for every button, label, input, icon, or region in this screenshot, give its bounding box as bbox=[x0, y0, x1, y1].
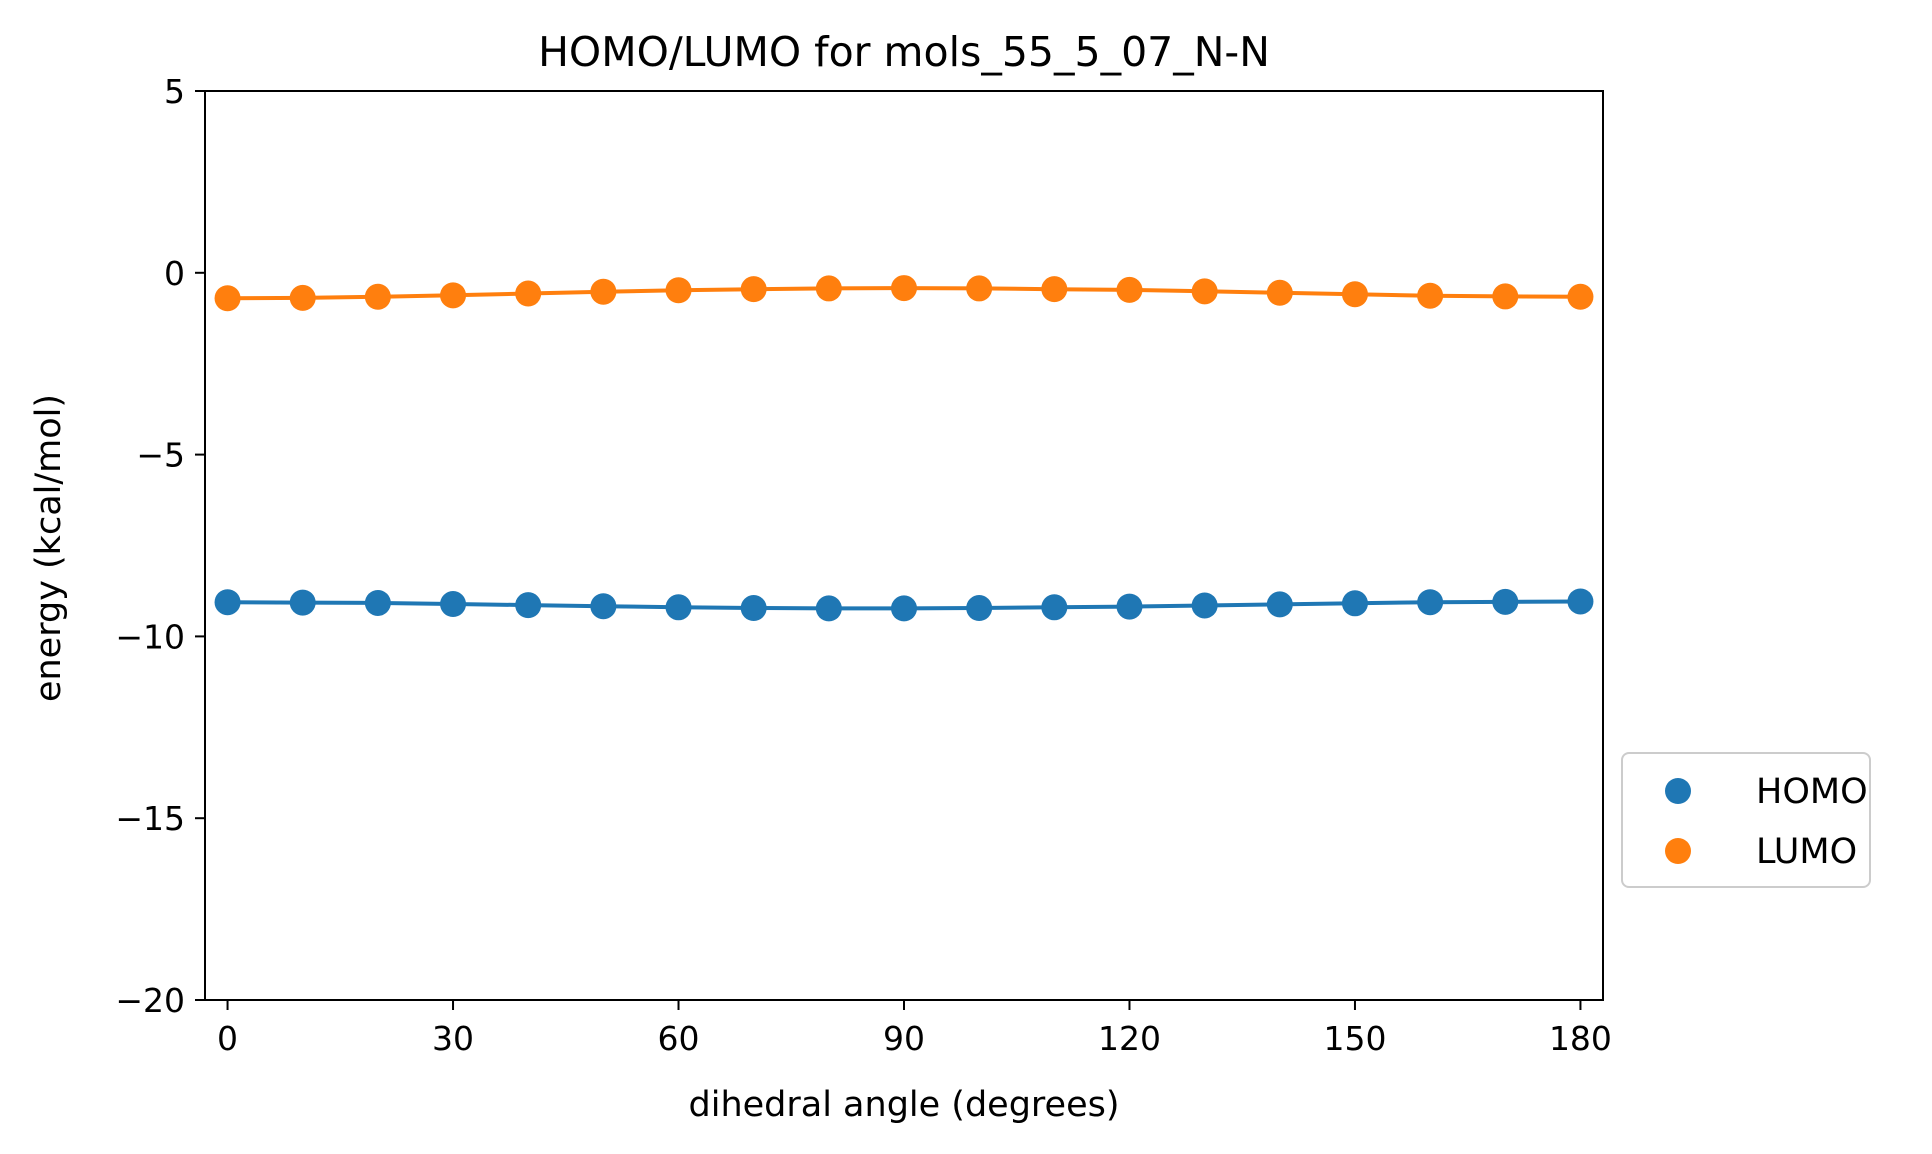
data-point-homo bbox=[665, 594, 692, 621]
data-point-homo bbox=[1492, 588, 1519, 615]
data-point-lumo bbox=[665, 277, 692, 304]
y-axis-ticks: 5 0 −5 −10 −15 −20 bbox=[115, 72, 205, 1020]
y-tick-label: 0 bbox=[164, 254, 185, 293]
data-point-lumo bbox=[515, 280, 542, 307]
x-axis-ticks: 0 30 60 90 120 150 180 bbox=[217, 1000, 1612, 1058]
y-axis-label: energy (kcal/mol) bbox=[29, 394, 69, 702]
data-point-lumo bbox=[815, 275, 842, 302]
data-point-homo bbox=[740, 595, 767, 622]
x-tick-label: 30 bbox=[432, 1019, 474, 1058]
data-point-lumo bbox=[1567, 283, 1594, 310]
data-point-homo bbox=[1417, 589, 1444, 616]
x-tick-label: 180 bbox=[1549, 1019, 1612, 1058]
data-point-homo bbox=[289, 589, 316, 616]
data-point-lumo bbox=[289, 284, 316, 311]
data-point-homo bbox=[966, 595, 993, 622]
data-point-lumo bbox=[1041, 276, 1068, 303]
x-tick-label: 60 bbox=[658, 1019, 700, 1058]
data-point-lumo bbox=[440, 282, 467, 309]
data-point-lumo bbox=[1492, 283, 1519, 310]
data-point-homo bbox=[214, 589, 241, 616]
data-point-homo bbox=[1041, 594, 1068, 621]
legend-marker-homo bbox=[1665, 778, 1691, 804]
data-point-homo bbox=[590, 593, 617, 620]
legend-label-lumo: LUMO bbox=[1756, 832, 1857, 872]
series-lumo bbox=[214, 275, 1594, 312]
legend-label-homo: HOMO bbox=[1756, 772, 1868, 812]
x-axis-label: dihedral angle (degrees) bbox=[689, 1085, 1120, 1125]
data-point-lumo bbox=[364, 283, 391, 310]
data-point-homo bbox=[440, 591, 467, 618]
data-point-homo bbox=[815, 595, 842, 622]
y-tick-label: 5 bbox=[164, 72, 185, 111]
x-tick-label: 120 bbox=[1098, 1019, 1161, 1058]
chart-title: HOMO/LUMO for mols_55_5_07_N-N bbox=[538, 28, 1270, 76]
y-tick-label: −5 bbox=[136, 436, 185, 475]
data-point-lumo bbox=[1417, 282, 1444, 309]
data-point-homo bbox=[364, 589, 391, 616]
data-point-lumo bbox=[590, 278, 617, 305]
data-point-lumo bbox=[1191, 278, 1218, 305]
data-point-homo bbox=[891, 595, 917, 622]
data-point-lumo bbox=[1266, 279, 1293, 306]
data-point-homo bbox=[1341, 590, 1368, 617]
y-tick-label: −10 bbox=[115, 617, 185, 656]
data-point-homo bbox=[515, 592, 542, 619]
data-point-homo bbox=[1191, 592, 1218, 619]
y-tick-label: −15 bbox=[115, 799, 185, 838]
series-homo bbox=[214, 588, 1594, 622]
data-point-homo bbox=[1116, 593, 1143, 620]
data-point-lumo bbox=[214, 285, 241, 312]
data-point-lumo bbox=[891, 275, 917, 302]
x-tick-label: 150 bbox=[1323, 1019, 1386, 1058]
y-tick-label: −20 bbox=[115, 981, 185, 1020]
legend: HOMO LUMO bbox=[1621, 752, 1871, 888]
legend-marker-lumo bbox=[1665, 838, 1691, 864]
data-point-homo bbox=[1266, 591, 1293, 618]
data-point-lumo bbox=[1116, 276, 1143, 303]
plot-frame bbox=[204, 90, 1604, 1001]
series-layer bbox=[214, 275, 1594, 622]
x-tick-label: 0 bbox=[217, 1019, 238, 1058]
data-point-homo bbox=[1567, 588, 1594, 615]
data-point-lumo bbox=[1341, 281, 1368, 308]
x-tick-label: 90 bbox=[883, 1019, 925, 1058]
data-point-lumo bbox=[740, 276, 767, 303]
data-point-lumo bbox=[966, 275, 993, 302]
